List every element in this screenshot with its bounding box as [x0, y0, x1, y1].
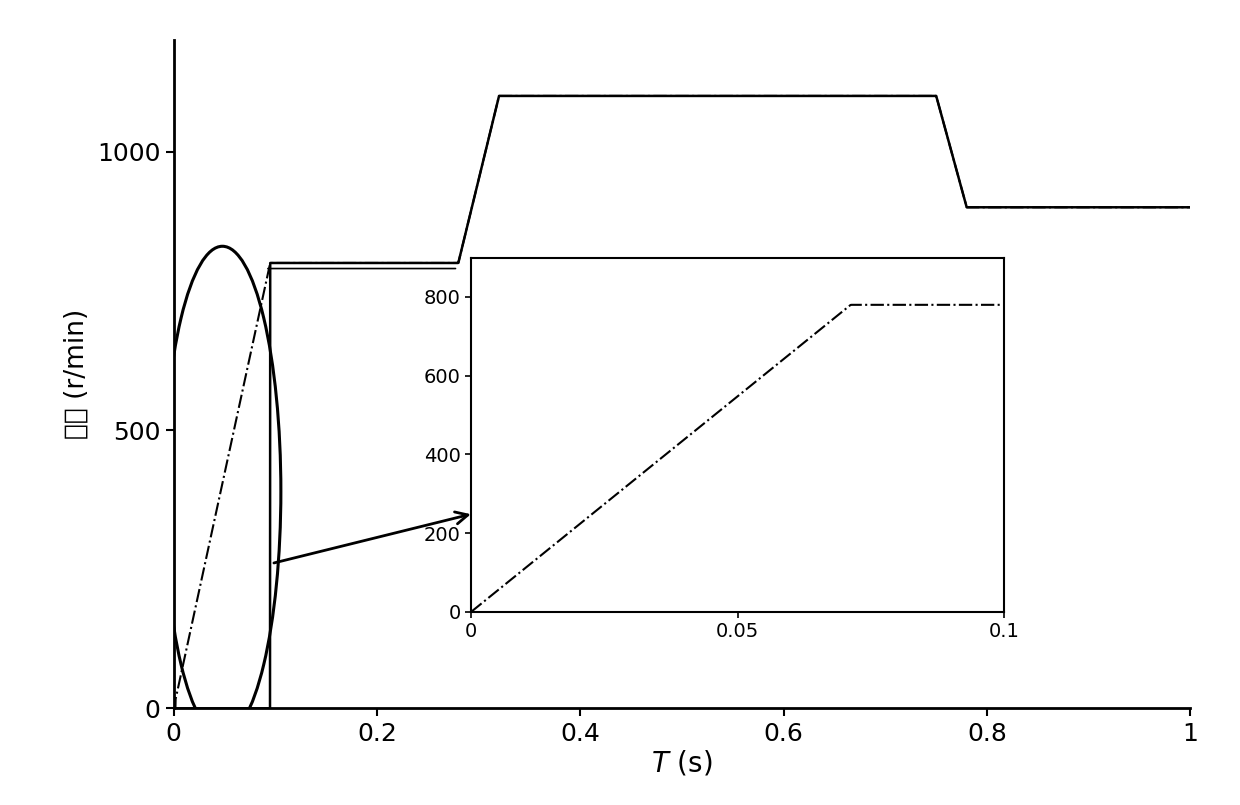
X-axis label: $T$ (s): $T$ (s): [651, 749, 713, 778]
Y-axis label: 转速 (r/min): 转速 (r/min): [64, 309, 91, 440]
